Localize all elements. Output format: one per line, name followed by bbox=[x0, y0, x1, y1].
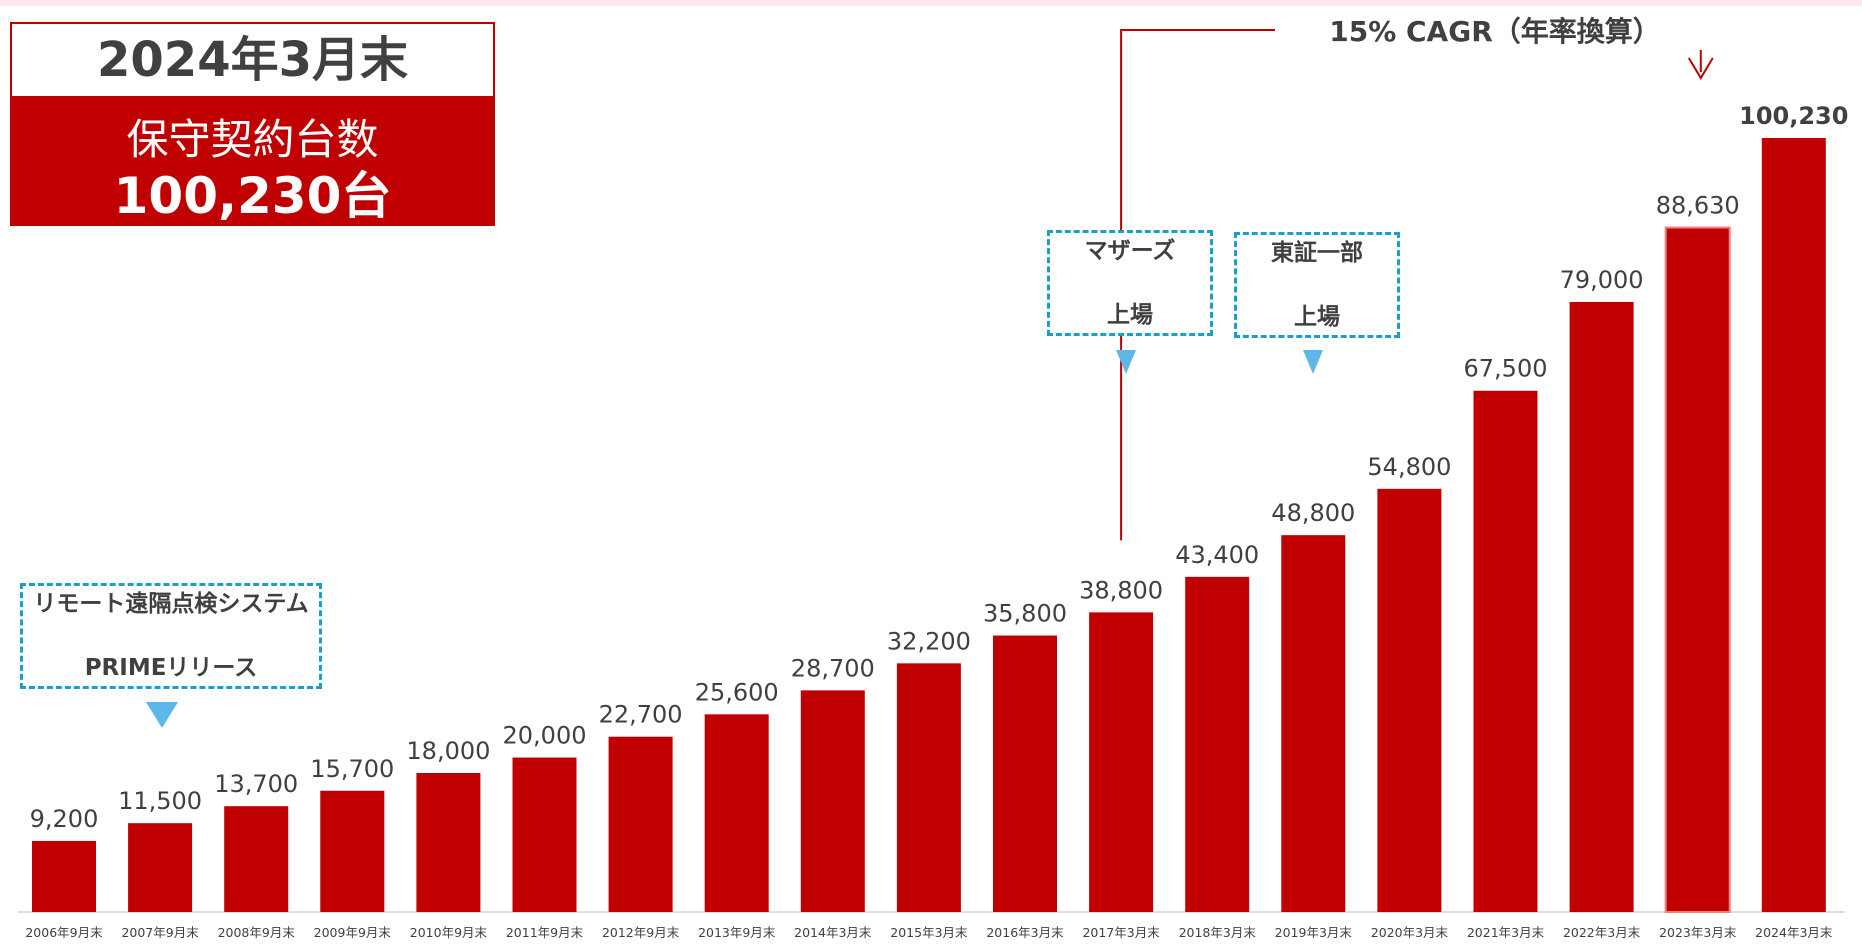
data-label: 35,800 bbox=[983, 600, 1067, 628]
bar bbox=[896, 663, 961, 912]
x-tick-label: 2020年3月末 bbox=[1371, 925, 1449, 940]
bar bbox=[608, 736, 673, 912]
data-label: 15,700 bbox=[310, 755, 394, 783]
data-label: 67,500 bbox=[1464, 355, 1548, 383]
data-label: 100,230 bbox=[1739, 102, 1848, 130]
prime-release-marker-icon bbox=[146, 702, 178, 728]
data-label: 38,800 bbox=[1079, 576, 1163, 604]
mothers-listing-line-1: マザーズ bbox=[1084, 238, 1176, 264]
summary-value: 100,230台 bbox=[113, 167, 392, 225]
tse-listing-line-2: 上場 bbox=[1294, 304, 1340, 330]
bar bbox=[1281, 535, 1346, 912]
top-strip bbox=[0, 0, 1862, 6]
x-tick-label: 2023年3月末 bbox=[1659, 925, 1737, 940]
bar bbox=[1473, 390, 1538, 912]
bar bbox=[224, 806, 289, 912]
x-tick-label: 2014年3月末 bbox=[794, 925, 872, 940]
data-label: 9,200 bbox=[30, 805, 99, 833]
x-tick-label: 2021年3月末 bbox=[1467, 925, 1545, 940]
prime-release-callout: リモート遠隔点検システム PRIMEリリース bbox=[20, 583, 322, 689]
bar bbox=[1185, 576, 1250, 912]
data-label: 28,700 bbox=[791, 654, 875, 682]
data-label: 54,800 bbox=[1367, 453, 1451, 481]
x-tick-label: 2012年9月末 bbox=[602, 925, 680, 940]
x-tick-label: 2015年3月末 bbox=[890, 925, 968, 940]
data-label: 18,000 bbox=[406, 737, 490, 765]
prime-release-line-2: PRIMEリリース bbox=[84, 655, 258, 681]
summary-panel: 保守契約台数 100,230台 bbox=[12, 96, 493, 226]
bar bbox=[416, 772, 481, 912]
x-tick-label: 2017年3月末 bbox=[1082, 925, 1160, 940]
cagr-arrow-icon bbox=[1687, 57, 1714, 80]
x-tick-label: 2011年9月末 bbox=[506, 925, 584, 940]
x-tick-label: 2013年9月末 bbox=[698, 925, 776, 940]
x-tick-label: 2024年3月末 bbox=[1755, 925, 1833, 940]
data-label: 79,000 bbox=[1560, 266, 1644, 294]
bar bbox=[128, 823, 193, 912]
x-tick-label: 2006年9月末 bbox=[25, 925, 103, 940]
bar bbox=[1089, 612, 1154, 912]
tse-listing-callout: 東証一部 上場 bbox=[1234, 232, 1400, 338]
mothers-listing-line-2: 上場 bbox=[1106, 302, 1153, 328]
x-tick-label: 2009年9月末 bbox=[314, 925, 392, 940]
x-tick-label: 2019年3月末 bbox=[1275, 925, 1353, 940]
mothers-listing-marker-icon bbox=[1116, 350, 1136, 374]
data-label: 20,000 bbox=[503, 722, 587, 750]
summary-date: 2024年3月末 bbox=[97, 32, 408, 88]
summary-box: 2024年3月末 保守契約台数 100,230台 bbox=[10, 22, 495, 226]
data-label: 43,400 bbox=[1175, 541, 1259, 569]
bar bbox=[320, 790, 385, 912]
bar bbox=[1569, 301, 1634, 913]
data-label: 25,600 bbox=[695, 678, 779, 706]
bar bbox=[512, 757, 577, 912]
bar bbox=[32, 840, 96, 912]
cagr-label: 15% CAGR（年率換算） bbox=[1275, 10, 1715, 50]
bar bbox=[993, 635, 1057, 912]
mothers-listing-callout: マザーズ 上場 bbox=[1047, 230, 1213, 336]
bar bbox=[1761, 138, 1826, 912]
data-label: 13,700 bbox=[214, 770, 298, 798]
bar bbox=[1664, 226, 1731, 914]
bar bbox=[800, 690, 865, 912]
data-label: 11,500 bbox=[118, 787, 202, 815]
x-tick-label: 2016年3月末 bbox=[986, 925, 1064, 940]
prime-release-line-1: リモート遠隔点検システム bbox=[33, 591, 309, 617]
data-label: 88,630 bbox=[1656, 192, 1740, 220]
data-label: 22,700 bbox=[599, 701, 683, 729]
x-tick-label: 2008年9月末 bbox=[218, 925, 296, 940]
data-label: 32,200 bbox=[887, 627, 971, 655]
bar bbox=[704, 714, 769, 912]
summary-label: 保守契約台数 bbox=[126, 115, 379, 164]
bar bbox=[1377, 488, 1442, 912]
tse-listing-marker-icon bbox=[1303, 350, 1323, 374]
x-tick-label: 2010年9月末 bbox=[410, 925, 488, 940]
x-tick-label: 2022年3月末 bbox=[1563, 925, 1641, 940]
x-tick-label: 2007年9月末 bbox=[121, 925, 199, 940]
tse-listing-line-1: 東証一部 bbox=[1271, 240, 1363, 266]
data-label: 48,800 bbox=[1271, 499, 1355, 527]
x-tick-label: 2018年3月末 bbox=[1179, 925, 1257, 940]
